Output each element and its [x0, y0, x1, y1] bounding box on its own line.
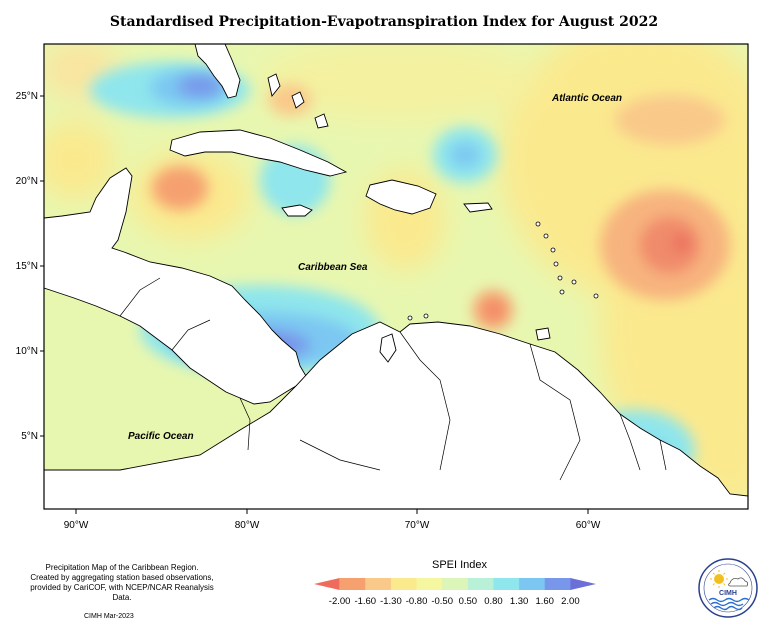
map-frame: [43, 43, 749, 510]
legend-color-segment: [519, 578, 546, 590]
longitude-axis: 90°W 80°W 70°W 60°W: [64, 509, 601, 531]
latitude-axis: 25°N 20°N 15°N 10°N 5°N: [16, 91, 44, 442]
notes-line: provided by CariCOF, with NCEP/NCAR Rean…: [30, 583, 214, 602]
logo-text: CIMH: [719, 590, 737, 597]
lon-tick-label: 60°W: [576, 520, 601, 531]
label-atlantic-ocean: Atlantic Ocean: [551, 93, 622, 104]
notes-line: Precipitation Map of the Caribbean Regio…: [45, 563, 199, 572]
legend-title: SPEI Index: [432, 559, 488, 571]
legend-tick-label: 0.80: [484, 596, 503, 607]
spei-field: [44, 44, 748, 509]
legend-color-segment: [570, 578, 596, 590]
legend-color-segment: [467, 578, 494, 590]
lat-tick-label: 15°N: [16, 261, 38, 272]
legend-tick-label: 2.00: [561, 596, 580, 607]
legend-tick-label: -2.00: [329, 596, 351, 607]
map-notes: Precipitation Map of the Caribbean Regio…: [22, 563, 222, 603]
lat-tick-label: 5°N: [21, 431, 38, 442]
lat-tick-label: 25°N: [16, 91, 38, 102]
legend-tick-label: 0.50: [459, 596, 478, 607]
sun-icon: [710, 570, 728, 588]
cimh-logo: CIMH: [698, 558, 758, 618]
lon-tick-label: 70°W: [405, 520, 430, 531]
legend-color-segment: [493, 578, 520, 590]
label-caribbean-sea: Caribbean Sea: [298, 262, 368, 273]
legend-tick-label: 1.30: [510, 596, 529, 607]
lon-tick-label: 80°W: [235, 520, 260, 531]
legend-tick-label: -0.50: [431, 596, 453, 607]
lat-tick-label: 20°N: [16, 176, 38, 187]
legend-color-segment: [416, 578, 443, 590]
legend-color-segment: [339, 578, 366, 590]
legend-colorbar: [314, 578, 596, 590]
land: [44, 44, 748, 509]
map-title: Standardised Precipitation-Evapotranspir…: [109, 14, 659, 30]
lon-tick-label: 90°W: [64, 520, 89, 531]
legend-tick-label: -1.30: [380, 596, 402, 607]
legend-tick-label: -0.80: [406, 596, 428, 607]
legend-color-segment: [314, 578, 340, 590]
legend-ticks: -2.00 -1.60 -1.30 -0.80 -0.50 0.50 0.80 1.30 1.6…: [329, 596, 580, 607]
waves-icon: [708, 597, 750, 611]
spei-legend: -2.00 -1.60 -1.30 -0.80 -0.50 0.50 0.80 1.30 1.6…: [314, 578, 596, 607]
legend-tick-label: 1.60: [535, 596, 554, 607]
lat-tick-label: 10°N: [16, 346, 38, 357]
legend-color-segment: [390, 578, 418, 590]
map-credit: CIMH Mar-2023: [84, 613, 134, 620]
legend-color-segment: [365, 578, 392, 590]
cloud-icon: [728, 577, 749, 587]
legend-color-segment: [442, 578, 469, 590]
label-pacific-ocean: Pacific Ocean: [128, 431, 194, 442]
legend-color-segment: [544, 578, 571, 590]
notes-line: Created by aggregating station based obs…: [30, 573, 214, 582]
legend-tick-label: -1.60: [354, 596, 376, 607]
